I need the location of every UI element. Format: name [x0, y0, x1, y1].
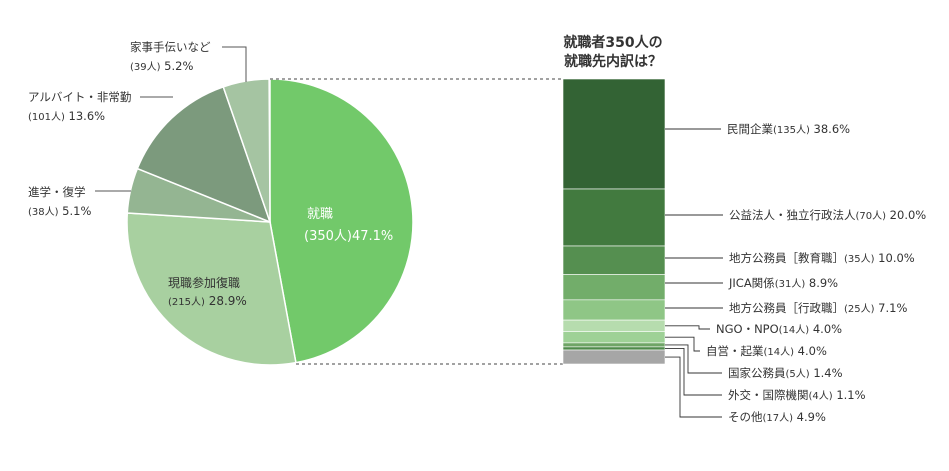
label-segment-8: 国家公務員(5人) 1.4% [728, 366, 843, 380]
label-study-value: (38人) 5.1% [28, 204, 91, 218]
slice-return-to-job [126, 212, 297, 366]
label-segment-5: 地方公務員［行政職］(25人) 7.1% [729, 301, 907, 315]
label-return-name: 現職参加復職 [168, 275, 240, 290]
leader-segment-8 [665, 344, 722, 374]
bar-segment-1 [562, 78, 666, 190]
bar-segment-4 [562, 274, 666, 301]
label-segment-6: NGO・NPO(14人) 4.0% [716, 322, 842, 336]
stacked-bar [562, 78, 666, 365]
bar-segment-10 [562, 349, 666, 365]
label-return-value: (215人) 28.9% [168, 294, 247, 308]
label-segment-1: 民間企業(135人) 38.6% [727, 122, 850, 136]
slice-part-time [136, 85, 272, 224]
leader-segment-6 [665, 325, 710, 330]
label-segment-4: JICA関係(31人) 8.9% [728, 276, 838, 290]
label-parttime-value: (101人) 13.6% [28, 109, 105, 123]
label-housework-value: (39人) 5.2% [130, 59, 193, 73]
leader-housework [222, 46, 247, 82]
bar-segment-3 [562, 245, 666, 275]
bar-segment-5 [562, 299, 666, 321]
label-segment-3: 地方公務員［教育職］(35人) 10.0% [729, 251, 915, 265]
bar-segment-7 [562, 331, 666, 344]
label-employment-name: 就職 [307, 207, 333, 222]
bar-segment-2 [562, 188, 666, 247]
bar-segment-8 [562, 342, 666, 348]
leader-segment-10 [665, 356, 722, 418]
slice-employment [269, 78, 414, 364]
label-study-name: 進学・復学 [28, 185, 86, 199]
bar-title-line1: 就職者350人の [563, 34, 662, 51]
bar-segment-6 [562, 319, 666, 332]
bar-title-line2: 就職先内訳は？ [564, 53, 662, 70]
bar-segment-9 [562, 346, 666, 351]
label-housework-name: 家事手伝いなど [130, 40, 211, 54]
label-segment-10: その他(17人) 4.9% [728, 410, 826, 424]
label-segment-7: 自営・起業(14人) 4.0% [706, 344, 827, 358]
pie-chart [126, 78, 414, 366]
leader-segment-7 [665, 336, 700, 352]
label-parttime-name: アルバイト・非常勤 [28, 90, 131, 104]
label-segment-9: 外交・国際機関(4人) 1.1% [728, 388, 866, 402]
label-segment-2: 公益法人・独立行政法人(70人) 20.0% [729, 208, 926, 222]
leader-segment-9 [665, 348, 722, 396]
label-employment-value: (350人)47.1% [304, 229, 393, 244]
